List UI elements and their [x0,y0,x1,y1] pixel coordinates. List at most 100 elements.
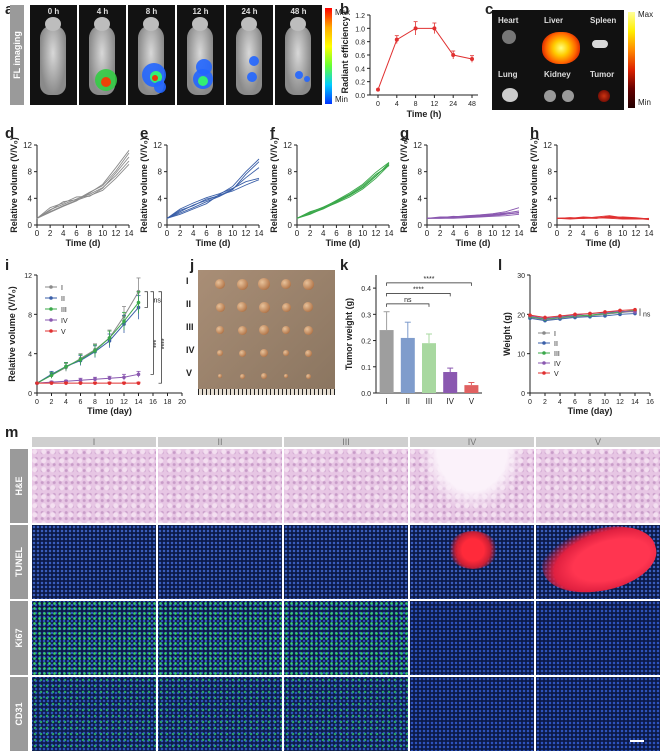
sig-label-3: *** [154,339,161,347]
tumor-specimen [260,349,268,357]
sig-label-4: **** [162,338,169,349]
tumor-specimen [218,374,222,378]
tumor-specimen [237,325,247,335]
x-tick-label: 12 [631,229,640,238]
histology-image [158,601,282,675]
data-point [107,336,112,340]
y-tick-label: 8 [158,168,163,177]
fluorescence-hotspot [152,75,158,81]
fluorescence-hotspot [247,72,257,82]
histology-image [284,449,408,523]
x-tick-label: 10 [106,399,114,406]
legend-marker [542,331,546,335]
organ-colorbar-max: Max [638,10,654,19]
x-tick-label: 12 [111,229,120,238]
y-tick-label: 0.3 [361,312,371,319]
sig-bracket [386,293,451,297]
category-label: II [406,397,410,406]
x-tick-label: 14 [255,229,264,238]
mouse-image-4: 24 h [226,5,273,105]
histology-image [158,677,282,751]
series-line-1 [166,177,260,219]
fl-imaging-text: FL imaging [12,31,22,79]
tumor-specimen [239,373,245,379]
y-tick-label: 12 [23,141,32,150]
series-line-3 [296,161,390,219]
organ-label-heart: Heart [498,16,519,25]
legend-label: III [61,307,67,314]
x-axis-title: Time (d) [586,238,621,248]
spleen-organ [592,40,608,48]
legend-marker [49,307,53,311]
data-point [107,381,112,385]
x-tick-label: 2 [50,399,54,406]
data-point [122,375,126,380]
data-point [78,378,83,383]
sig-bracket-4 [158,291,162,384]
timepoint-label: 0 h [47,7,60,16]
legend-label: V [61,329,66,336]
y-tick-label: 12 [24,273,32,280]
x-tick-label: 6 [573,399,577,406]
timepoint-label: 8 h [145,7,158,16]
x-tick-label: 48 [468,101,476,108]
x-tick-label: 4 [191,229,196,238]
tumor-specimen [217,350,223,356]
x-tick-label: 12 [616,399,624,406]
x-tick-label: 6 [74,229,79,238]
histology-image [410,525,534,599]
mouse-image-0: 0 h [30,5,77,105]
x-axis-title: Time (d) [196,238,231,248]
data-point [394,37,399,42]
legend-label: III [554,351,560,358]
data-point [543,315,547,320]
fluorescence-hotspot [249,56,259,66]
x-tick-label: 0 [295,229,300,238]
tumor-specimen [261,373,267,379]
organ-label-spleen: Spleen [590,16,617,25]
heart-organ [502,30,516,44]
y-tick-label: 4 [288,194,293,203]
series-line-2 [529,309,636,320]
tumor-specimen [258,278,270,290]
legend-label: IV [61,318,68,325]
x-tick-label: 8 [93,399,97,406]
mouse-head [241,17,257,31]
data-point [78,381,83,385]
histology-image [536,525,660,599]
y-tick-label: 8 [288,168,293,177]
series-line-3 [36,373,139,384]
bar-0 [379,330,394,393]
y-tick-label: 30 [517,273,525,280]
legend-marker [49,296,53,300]
data-point [470,57,474,61]
bar-2 [422,343,436,393]
legend-marker [542,341,546,345]
histology-column-header: IV [410,437,534,447]
mouse-head [45,17,61,31]
y-tick-label: 0.2 [355,80,365,87]
y-tick-label: 0.6 [355,53,365,60]
data-point [528,313,532,317]
tumor-specimen [302,278,314,290]
panel-label-e: e [140,125,149,142]
histology-image [536,601,660,675]
data-point [93,381,97,385]
series-line-1 [36,307,139,384]
y-tick-label: 8 [548,168,553,177]
bar-1 [400,337,415,393]
tumor-organ [598,90,610,102]
legend-marker [542,351,546,355]
y-tick-label: 8 [418,168,423,177]
tumor-specimen [305,373,311,379]
x-tick-label: 2 [568,229,573,238]
mouse-head [94,17,110,31]
histology-row-label: CD31 [10,677,28,751]
x-tick-label: 4 [581,229,586,238]
y-tick-label: 0.1 [361,365,371,372]
x-tick-label: 0 [555,229,560,238]
efficiency-line [377,27,473,90]
histology-image [32,449,156,523]
x-tick-label: 10 [618,229,627,238]
